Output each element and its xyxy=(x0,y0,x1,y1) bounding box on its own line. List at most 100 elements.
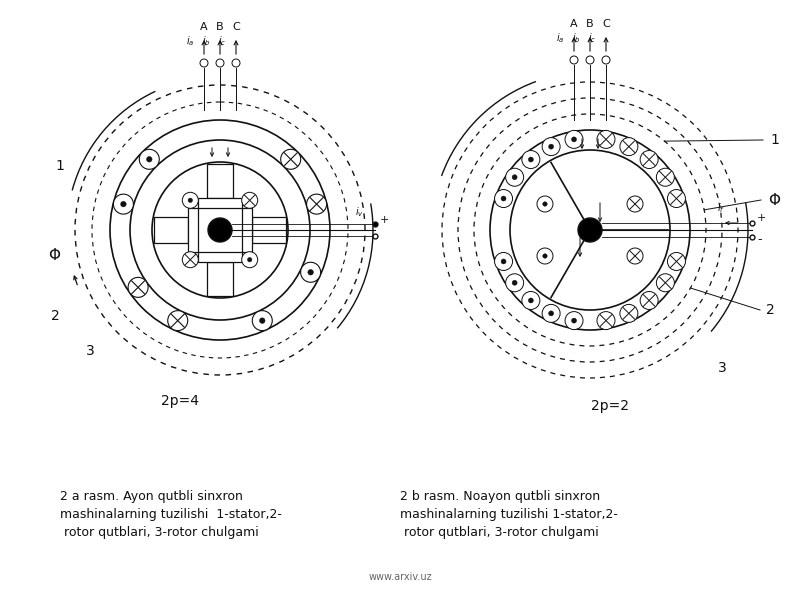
Bar xyxy=(198,198,242,208)
Circle shape xyxy=(597,311,615,329)
Circle shape xyxy=(549,144,554,149)
Text: 2p=4: 2p=4 xyxy=(161,394,199,408)
Text: $\Phi$: $\Phi$ xyxy=(768,192,781,208)
Text: 2 a rasm. Ayon qutbli sinxron: 2 a rasm. Ayon qutbli sinxron xyxy=(60,490,243,503)
Text: C: C xyxy=(232,22,240,32)
Circle shape xyxy=(640,151,658,169)
Circle shape xyxy=(627,196,643,212)
Circle shape xyxy=(627,248,643,264)
Bar xyxy=(154,217,188,243)
Text: +: + xyxy=(757,213,766,223)
Text: B: B xyxy=(216,22,224,32)
Bar xyxy=(242,208,252,252)
Circle shape xyxy=(565,130,583,148)
Text: www.arxiv.uz: www.arxiv.uz xyxy=(368,572,432,582)
Text: $i_c$: $i_c$ xyxy=(218,34,226,48)
Text: 3: 3 xyxy=(86,344,94,358)
Circle shape xyxy=(578,218,602,242)
Circle shape xyxy=(501,259,506,264)
Circle shape xyxy=(252,311,272,331)
Circle shape xyxy=(188,198,193,203)
Bar xyxy=(207,164,233,198)
Circle shape xyxy=(542,202,547,206)
Circle shape xyxy=(242,251,258,268)
Text: -: - xyxy=(757,233,762,247)
Text: rotor qutblari, 3-rotor chulgami: rotor qutblari, 3-rotor chulgami xyxy=(400,526,598,539)
Text: 2 b rasm. Noayon qutbli sinxron: 2 b rasm. Noayon qutbli sinxron xyxy=(400,490,600,503)
Text: $i_f$: $i_f$ xyxy=(717,201,725,215)
Circle shape xyxy=(667,253,686,271)
Text: C: C xyxy=(602,19,610,29)
Circle shape xyxy=(506,274,524,292)
Text: 3: 3 xyxy=(718,361,726,375)
Bar xyxy=(207,262,233,296)
Circle shape xyxy=(146,157,152,162)
Text: +: + xyxy=(380,215,390,225)
Circle shape xyxy=(114,194,134,214)
Text: 2: 2 xyxy=(766,303,774,317)
Circle shape xyxy=(571,137,577,142)
Circle shape xyxy=(200,59,208,67)
Circle shape xyxy=(565,311,583,329)
Bar xyxy=(188,208,198,252)
Text: $i_a$: $i_a$ xyxy=(186,34,194,48)
Text: $i_b$: $i_b$ xyxy=(572,31,580,45)
Circle shape xyxy=(306,194,326,214)
Circle shape xyxy=(281,149,301,169)
Text: rotor qutblari, 3-rotor chulgami: rotor qutblari, 3-rotor chulgami xyxy=(60,526,258,539)
Circle shape xyxy=(620,137,638,155)
Circle shape xyxy=(602,56,610,64)
Circle shape xyxy=(216,59,224,67)
Circle shape xyxy=(139,149,159,169)
Circle shape xyxy=(232,59,240,67)
Circle shape xyxy=(570,56,578,64)
Circle shape xyxy=(549,311,554,316)
Circle shape xyxy=(512,280,517,285)
Text: 2: 2 xyxy=(50,309,59,323)
Circle shape xyxy=(522,151,540,169)
Circle shape xyxy=(182,193,198,208)
Circle shape xyxy=(528,157,534,162)
Circle shape xyxy=(121,202,126,207)
Text: B: B xyxy=(586,19,594,29)
Bar xyxy=(252,217,286,243)
Text: $i_v$: $i_v$ xyxy=(355,205,364,219)
Text: 2p=2: 2p=2 xyxy=(591,399,629,413)
Circle shape xyxy=(597,130,615,148)
Circle shape xyxy=(522,292,540,310)
Circle shape xyxy=(542,254,547,258)
Text: $i_b$: $i_b$ xyxy=(202,34,210,48)
Text: A: A xyxy=(200,22,208,32)
Circle shape xyxy=(494,190,513,208)
Circle shape xyxy=(656,274,674,292)
Text: 1: 1 xyxy=(770,133,779,147)
Circle shape xyxy=(528,298,534,303)
Circle shape xyxy=(242,193,258,208)
Bar xyxy=(198,252,242,262)
Circle shape xyxy=(506,168,524,186)
Circle shape xyxy=(128,277,148,298)
Circle shape xyxy=(301,262,321,282)
Circle shape xyxy=(512,175,517,180)
Circle shape xyxy=(640,292,658,310)
Circle shape xyxy=(537,248,553,264)
Circle shape xyxy=(537,196,553,212)
Circle shape xyxy=(542,137,560,155)
Circle shape xyxy=(494,253,513,271)
Circle shape xyxy=(620,304,638,322)
Circle shape xyxy=(667,190,686,208)
Circle shape xyxy=(259,318,265,323)
Text: 1: 1 xyxy=(55,159,65,173)
Text: $i_c$: $i_c$ xyxy=(588,31,596,45)
Text: $i_a$: $i_a$ xyxy=(556,31,564,45)
Circle shape xyxy=(208,218,232,242)
Circle shape xyxy=(571,318,577,323)
Circle shape xyxy=(308,269,314,275)
Circle shape xyxy=(168,311,188,331)
Circle shape xyxy=(501,196,506,201)
Circle shape xyxy=(182,251,198,268)
Circle shape xyxy=(542,304,560,322)
Circle shape xyxy=(656,168,674,186)
Text: mashinalarning tuzilishi  1-stator,2-: mashinalarning tuzilishi 1-stator,2- xyxy=(60,508,282,521)
Text: mashinalarning tuzilishi 1-stator,2-: mashinalarning tuzilishi 1-stator,2- xyxy=(400,508,618,521)
